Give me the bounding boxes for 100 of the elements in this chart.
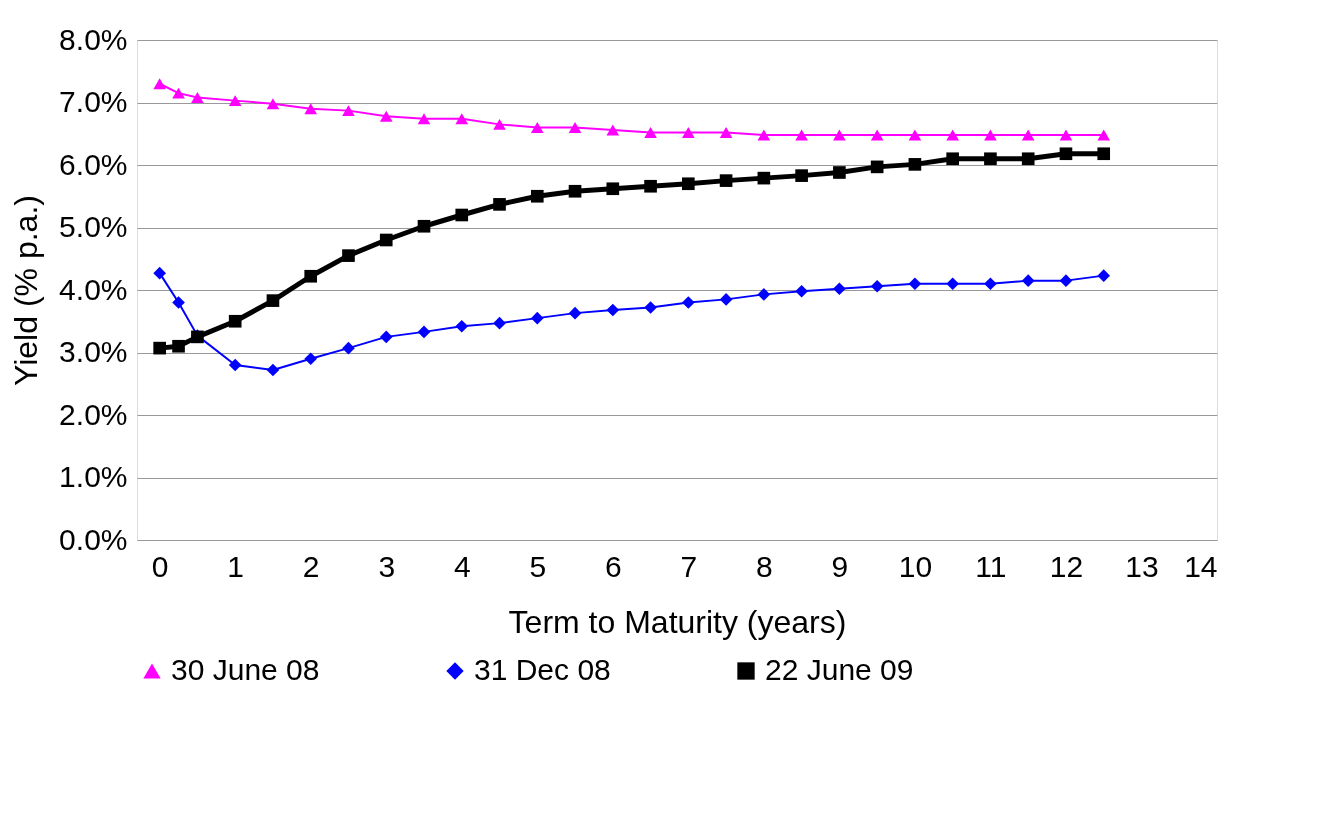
point	[984, 277, 997, 291]
point	[455, 319, 469, 333]
point	[757, 288, 771, 301]
x-tick-label: 13	[1125, 549, 1159, 583]
point	[1021, 129, 1035, 141]
point	[833, 129, 846, 141]
point	[417, 113, 431, 125]
point	[606, 303, 620, 317]
point	[908, 158, 922, 171]
point	[682, 296, 695, 309]
point	[568, 306, 582, 320]
point	[1021, 152, 1035, 166]
point	[1059, 274, 1073, 287]
point	[228, 314, 242, 328]
y-tick-label: 4.0%	[59, 272, 128, 306]
point	[682, 177, 695, 191]
point	[1059, 147, 1073, 161]
point	[795, 169, 808, 182]
x-tick-label: 12	[1049, 549, 1084, 583]
point	[1097, 269, 1111, 282]
point	[191, 92, 204, 103]
point	[870, 129, 884, 141]
point	[833, 166, 846, 179]
y-tick-label: 7.0%	[59, 85, 128, 118]
point	[304, 352, 318, 366]
point	[644, 301, 657, 314]
point	[908, 129, 922, 141]
point	[682, 127, 695, 138]
point	[455, 113, 469, 125]
point	[1097, 147, 1111, 161]
point	[266, 363, 280, 377]
x-tick-label: 14	[1184, 549, 1218, 583]
x-tick-label: 9	[831, 549, 849, 583]
x-axis-title: Term to Maturity (years)	[508, 603, 847, 640]
point	[908, 277, 922, 291]
point	[606, 124, 620, 136]
point	[644, 179, 657, 193]
point	[757, 171, 771, 185]
point	[342, 249, 355, 262]
y-tick-label: 2.0%	[59, 397, 128, 431]
point	[984, 129, 997, 141]
point	[946, 152, 959, 166]
point	[379, 110, 393, 122]
point	[795, 129, 808, 141]
point	[719, 293, 733, 306]
point	[530, 311, 544, 325]
legend-label: 31 Dec 08	[474, 653, 611, 686]
point	[606, 182, 620, 196]
x-tick-label: 6	[604, 549, 622, 583]
point	[172, 339, 185, 353]
point	[984, 152, 997, 166]
point	[153, 341, 166, 355]
y-tick-label: 5.0%	[59, 210, 128, 243]
point	[172, 296, 185, 309]
point	[304, 269, 318, 283]
x-tick-label: 8	[756, 549, 773, 583]
point	[1097, 129, 1111, 141]
point	[266, 98, 280, 110]
x-tick-label: 10	[898, 549, 933, 583]
y-tick-label: 6.0%	[59, 147, 128, 181]
point	[153, 266, 166, 280]
point	[568, 122, 582, 133]
point	[530, 122, 544, 133]
point	[870, 160, 884, 174]
point	[644, 127, 657, 138]
point	[493, 198, 506, 211]
point	[172, 87, 185, 99]
point	[719, 127, 733, 138]
x-tick-label: 11	[975, 549, 1007, 583]
y-tick-label: 1.0%	[59, 460, 128, 493]
point	[417, 219, 431, 233]
point	[342, 341, 355, 355]
point	[870, 279, 884, 293]
legend-label: 22 June 09	[765, 653, 914, 686]
x-tick-label: 1	[227, 549, 245, 583]
point	[266, 294, 280, 307]
point	[757, 129, 771, 141]
y-tick-label: 3.0%	[59, 335, 128, 368]
point	[719, 174, 733, 187]
point	[342, 105, 355, 117]
x-tick-label: 4	[453, 549, 471, 583]
x-tick-label: 3	[378, 549, 396, 583]
point	[417, 325, 431, 339]
point	[379, 233, 393, 247]
point	[379, 330, 393, 344]
point	[795, 284, 808, 298]
point	[228, 358, 242, 372]
point	[153, 78, 166, 90]
x-tick-label: 0	[151, 549, 169, 583]
x-tick-label: 2	[302, 549, 320, 583]
point	[946, 129, 959, 141]
y-axis-title: Yield (% p.a.)	[8, 195, 45, 386]
point	[1059, 129, 1073, 141]
y-tick-label: 0.0%	[59, 522, 128, 556]
x-tick-label: 7	[680, 549, 698, 583]
point	[304, 103, 318, 115]
point	[228, 95, 242, 107]
point	[946, 277, 959, 291]
point	[568, 184, 582, 198]
point	[455, 208, 469, 222]
